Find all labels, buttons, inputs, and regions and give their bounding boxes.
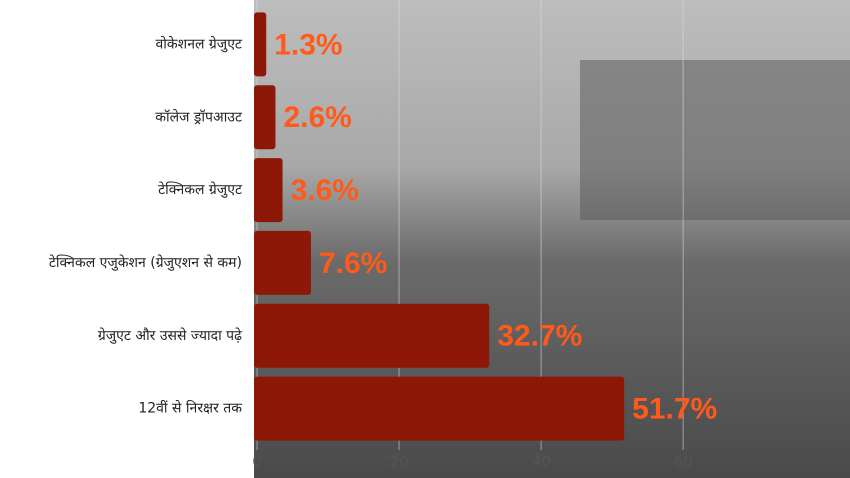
bar bbox=[254, 303, 490, 368]
value-label: 1.3% bbox=[274, 28, 342, 61]
value-label: 7.6% bbox=[319, 247, 387, 280]
bar bbox=[254, 12, 267, 77]
x-tick-label: 40 bbox=[532, 453, 551, 471]
bar bbox=[254, 85, 276, 150]
bar bbox=[254, 230, 311, 295]
category-label: कॉलेज ड्रॉपआउट bbox=[155, 108, 243, 125]
x-tick-label: 0 bbox=[252, 453, 262, 471]
category-label: टेक्निकल एजुकेशन (ग्रेजुएशन से कम) bbox=[49, 254, 242, 271]
x-tick-label: 60 bbox=[674, 453, 693, 471]
category-label: टेक्निकल ग्रेजुएट bbox=[158, 181, 243, 198]
value-label: 32.7% bbox=[497, 320, 582, 353]
category-label: वोकेशनल ग्रेजुएट bbox=[156, 35, 243, 52]
x-tick-label: 20 bbox=[389, 453, 408, 471]
bar bbox=[254, 376, 625, 441]
category-label: 12वीं से निरक्षर तक bbox=[138, 400, 242, 417]
bar bbox=[254, 158, 283, 223]
value-label: 51.7% bbox=[632, 393, 717, 426]
background-trees bbox=[580, 60, 850, 220]
value-label: 2.6% bbox=[283, 101, 351, 134]
value-label: 3.6% bbox=[291, 174, 359, 207]
category-label: ग्रेजुएट और उससे ज्यादा पढ़े bbox=[98, 327, 243, 344]
